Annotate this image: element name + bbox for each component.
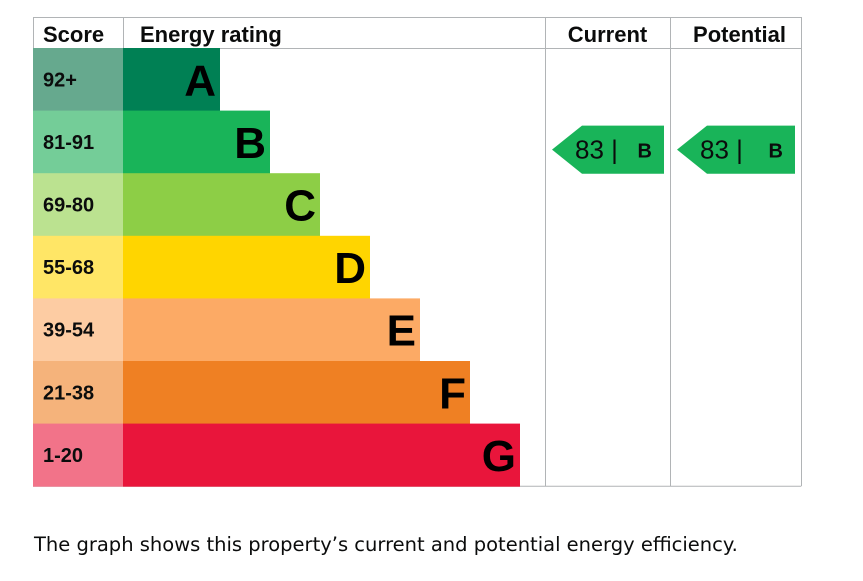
score-range-a: 92+ [43,69,77,91]
current-rating-score: 83 | [575,135,618,165]
score-cell-b [33,110,123,174]
score-cell-e [33,298,123,362]
band-letter-f: F [439,369,466,418]
band-bar-b [123,110,270,174]
header-potential: Potential [693,22,786,47]
band-letter-d: D [334,244,366,293]
band-bar-g [123,423,520,487]
score-range-g: 1-20 [43,445,83,467]
band-bar-c [123,173,320,237]
band-letter-c: C [284,182,316,231]
potential-rating-arrow [677,125,795,174]
potential-rating-score: 83 | [700,135,743,165]
score-range-c: 69-80 [43,195,94,217]
band-letter-b: B [234,119,266,168]
header-score: Score [43,22,104,47]
score-cell-f [33,361,123,425]
band-letter-e: E [387,307,416,356]
rating-bands: 92+ A 81-91 B 69-80 C 55-68 D 39-54 E 21-38 F 1-20 G [33,48,520,487]
score-cell-d [33,235,123,299]
score-cell-g [33,423,123,487]
score-range-d: 55-68 [43,257,94,279]
score-cell-c [33,173,123,237]
epc-chart: Score Energy rating Current Potential 92… [33,17,802,487]
band-bar-e [123,298,420,362]
rating-arrows: 83 | B 83 | B [552,125,795,174]
band-letter-a: A [184,56,216,105]
band-letter-g: G [482,432,516,481]
score-range-e: 39-54 [43,320,95,342]
score-range-b: 81-91 [43,132,94,154]
band-bar-a [123,48,220,112]
header-current: Current [568,22,648,47]
current-rating-arrow [552,125,664,174]
chart-caption: The graph shows this property’s current … [34,533,738,556]
potential-rating-band-letter: B [769,141,783,163]
header-energy-rating: Energy rating [140,22,282,47]
current-rating-band-letter: B [638,141,652,163]
band-bar-f [123,361,470,425]
band-bar-d [123,235,370,299]
score-range-f: 21-38 [43,382,94,404]
score-cell-a [33,48,123,112]
